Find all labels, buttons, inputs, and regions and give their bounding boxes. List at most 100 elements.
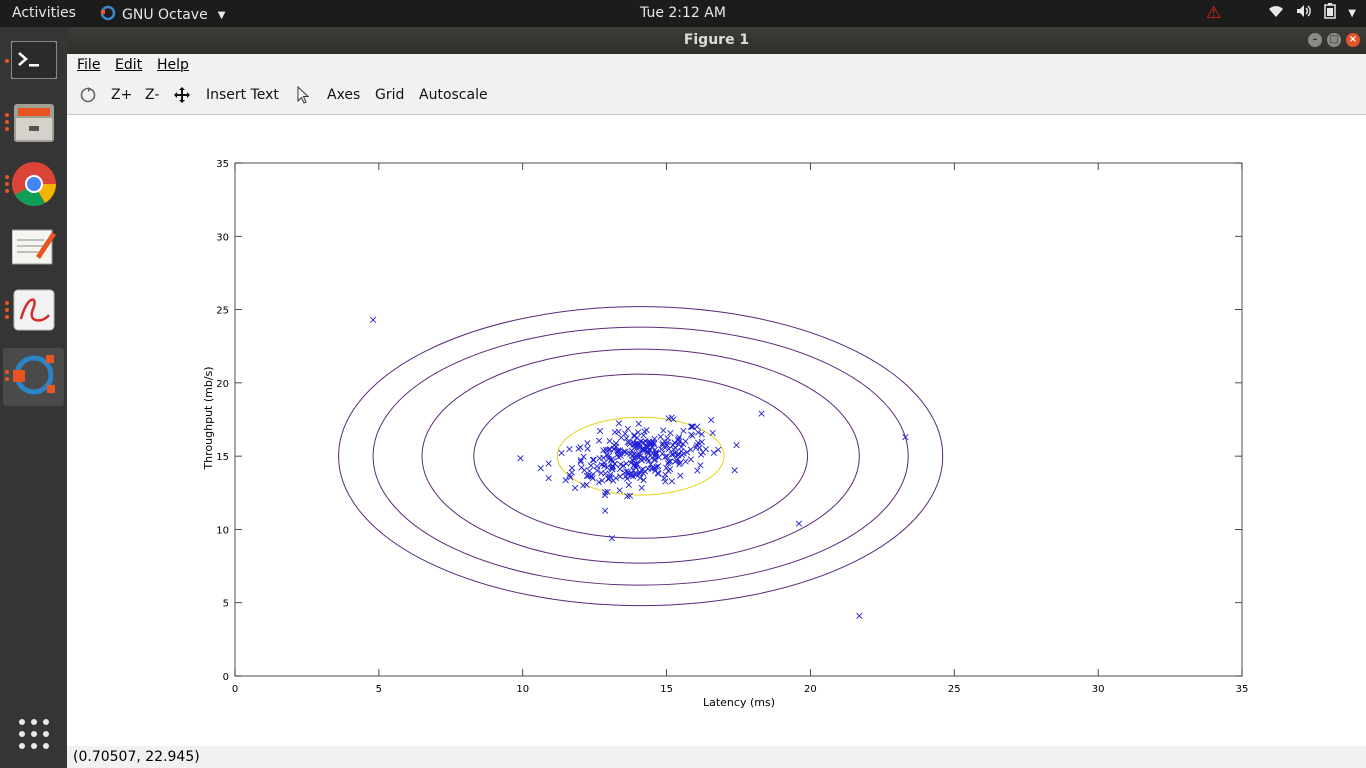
minimize-button[interactable]: – — [1308, 33, 1322, 47]
x-tick-label: 20 — [804, 684, 817, 695]
data-point — [651, 456, 659, 463]
axes-button[interactable]: Axes — [327, 87, 361, 103]
data-point — [640, 476, 647, 484]
octave-small-icon — [100, 5, 116, 25]
data-point — [795, 520, 803, 527]
data-point — [612, 474, 619, 482]
data-point — [577, 458, 584, 465]
data-point — [643, 426, 650, 434]
y-tick-label: 20 — [216, 379, 229, 390]
data-point — [628, 447, 635, 454]
plot[interactable]: 0 5 10 15 20 25 30 35 0 5 10 15 20 25 30 35 Latency (ms… — [67, 115, 1366, 746]
data-point — [369, 316, 377, 323]
wifi-icon — [1268, 4, 1284, 22]
data-point — [698, 431, 705, 438]
data-point — [583, 481, 590, 488]
data-point — [677, 459, 684, 466]
dock-chrome[interactable] — [3, 157, 64, 215]
menu-bar: File Edit Help — [67, 54, 1366, 77]
data-point — [670, 416, 677, 423]
data-point — [620, 448, 628, 455]
contour-line — [421, 348, 860, 564]
data-point — [687, 423, 695, 430]
data-point — [610, 446, 618, 453]
show-applications-button[interactable] — [3, 707, 64, 765]
menu-edit[interactable]: Edit — [115, 57, 143, 73]
chevron-down-icon: ▼ — [1348, 7, 1356, 19]
data-point — [664, 438, 671, 446]
zoom-out-button[interactable]: Z- — [145, 87, 160, 103]
status-bar: (0.70507, 22.945) — [67, 746, 1366, 768]
contour-line — [338, 306, 944, 607]
pan-icon — [174, 87, 190, 103]
data-point — [640, 470, 647, 477]
data-point — [709, 429, 716, 437]
data-point — [638, 484, 645, 491]
app-name: GNU Octave — [122, 7, 208, 23]
data-point — [669, 441, 677, 449]
dock-octave[interactable] — [3, 348, 64, 406]
autoscale-button[interactable]: Autoscale — [419, 87, 488, 103]
axes-box — [234, 162, 1243, 677]
data-point — [637, 452, 644, 460]
data-point — [577, 456, 584, 464]
data-point — [694, 467, 701, 474]
y-tick-label: 5 — [223, 599, 229, 610]
data-point — [657, 433, 664, 440]
menu-file[interactable]: File — [77, 57, 101, 73]
select-button[interactable] — [296, 85, 310, 108]
data-point — [635, 420, 642, 427]
data-point — [605, 446, 612, 453]
data-point — [628, 472, 635, 479]
data-point — [608, 535, 616, 542]
dock-text-editor[interactable] — [3, 219, 64, 277]
app-menu[interactable]: GNU Octave ▼ — [100, 5, 225, 25]
rotate-icon — [80, 87, 96, 103]
data-point — [599, 477, 606, 484]
maximize-button[interactable]: □ — [1327, 33, 1341, 47]
data-point — [648, 465, 655, 472]
grid-button[interactable]: Grid — [375, 87, 405, 103]
chevron-down-icon: ▼ — [217, 9, 226, 21]
activities-button[interactable]: Activities — [12, 5, 76, 21]
data-point — [621, 469, 628, 476]
data-point — [733, 442, 740, 449]
data-point — [663, 464, 670, 471]
x-tick-label: 5 — [376, 684, 382, 695]
figure-canvas[interactable]: 0 5 10 15 20 25 30 35 0 5 10 15 20 25 30 35 Latency (ms… — [67, 115, 1366, 746]
data-point — [596, 455, 603, 462]
data-point — [601, 462, 608, 470]
data-point — [571, 484, 579, 492]
data-point — [644, 447, 651, 455]
zoom-in-button[interactable]: Z+ — [111, 87, 133, 103]
pointer-coordinates: (0.70507, 22.945) — [73, 749, 200, 765]
data-point — [611, 460, 618, 467]
y-tick-label: 35 — [216, 159, 229, 170]
dock-terminal[interactable] — [3, 33, 64, 91]
warning-icon[interactable]: ⚠ — [1206, 3, 1222, 23]
system-tray[interactable]: ▼ — [1268, 3, 1356, 23]
figure-toolbar: Z+ Z- Insert Text Axes Grid Autoscale — [67, 77, 1366, 115]
data-point — [578, 464, 585, 471]
pan-button[interactable] — [173, 86, 191, 108]
data-point — [662, 471, 669, 478]
data-point — [566, 446, 573, 453]
data-point — [586, 467, 593, 474]
data-point — [617, 447, 624, 454]
window-titlebar[interactable]: Figure 1 – □ × — [67, 27, 1366, 54]
data-point — [601, 459, 608, 467]
data-point — [661, 453, 669, 461]
close-button[interactable]: × — [1346, 33, 1360, 47]
x-tick-label: 15 — [660, 684, 673, 695]
cursor-icon — [297, 85, 310, 104]
data-point — [902, 433, 909, 441]
clock[interactable]: Tue 2:12 AM — [640, 5, 726, 21]
data-point — [623, 435, 630, 442]
data-point — [697, 462, 704, 469]
data-point — [682, 458, 689, 465]
menu-help[interactable]: Help — [157, 57, 189, 73]
insert-text-button[interactable]: Insert Text — [206, 87, 279, 103]
dock-files[interactable] — [3, 95, 64, 153]
rotate-button[interactable] — [79, 86, 97, 108]
dock-document-viewer[interactable] — [3, 283, 64, 341]
